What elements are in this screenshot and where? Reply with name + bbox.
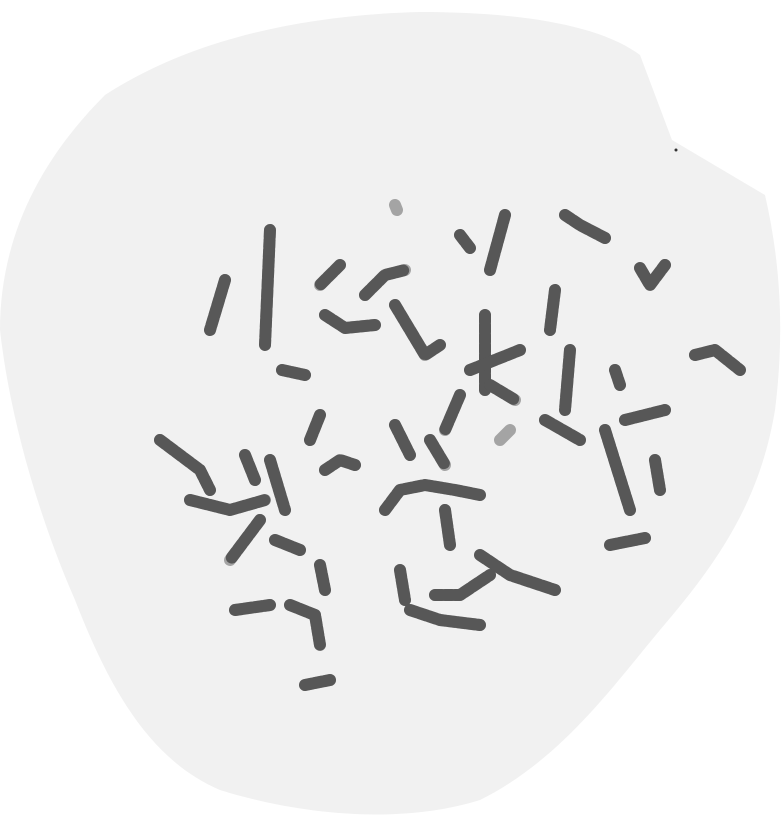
speck	[674, 148, 678, 152]
chromosome-bands	[154, 209, 746, 691]
cell-spread	[0, 12, 781, 815]
chromosomes	[154, 148, 746, 691]
